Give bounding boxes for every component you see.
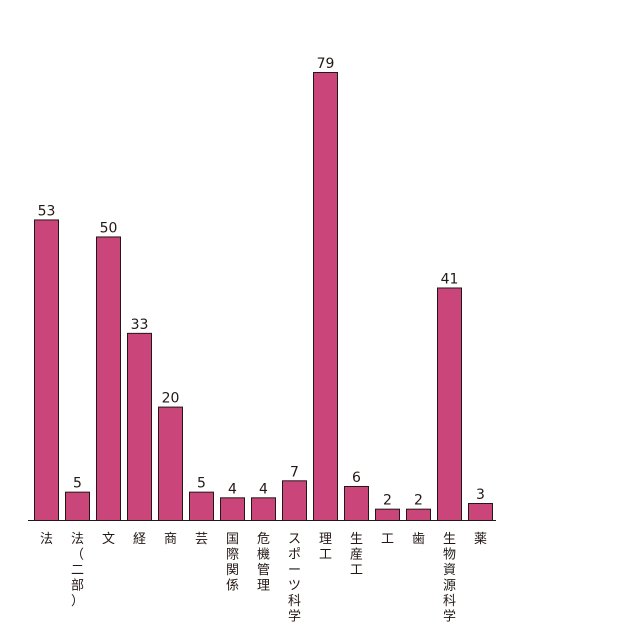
- bar-8: [282, 480, 307, 522]
- bar-11: [375, 508, 400, 522]
- category-label-9: 理工: [319, 532, 332, 563]
- bars: [34, 72, 493, 522]
- category-label-13: 生物資源科学: [443, 532, 456, 625]
- value-label-0: 53: [38, 203, 56, 219]
- bar-14: [468, 502, 493, 521]
- value-label-8: 7: [290, 464, 299, 480]
- bar-0: [34, 219, 59, 522]
- bar-1: [65, 491, 90, 521]
- category-label-14: 薬: [474, 532, 487, 547]
- bar-4: [158, 406, 183, 521]
- value-label-4: 20: [162, 391, 180, 407]
- category-label-11: 工: [381, 532, 394, 547]
- value-label-2: 50: [100, 220, 118, 236]
- category-label-5: 芸: [195, 531, 208, 547]
- bar-3: [127, 332, 152, 521]
- value-label-7: 4: [259, 481, 268, 497]
- category-label-2: 文: [102, 532, 115, 547]
- bar-9: [313, 72, 338, 521]
- category-label-1: 法（二部）: [71, 532, 84, 609]
- value-label-6: 4: [228, 481, 237, 497]
- category-label-10: 生産工: [350, 532, 363, 578]
- category-label-12: 歯: [412, 532, 425, 547]
- category-label-7: 危機管理: [257, 532, 270, 594]
- bar-7: [251, 497, 276, 522]
- category-labels: 法 法（二部） 文 経 商 芸 国際関係 危機管理 スポーツ科学 理工 生産工 工 歯 生物資源科学 薬: [40, 531, 487, 625]
- bar-10: [344, 485, 369, 521]
- value-label-11: 2: [383, 493, 392, 509]
- category-label-6: 国際関係: [226, 532, 239, 594]
- value-label-14: 3: [476, 487, 485, 503]
- category-label-8: スポーツ科学: [288, 532, 301, 625]
- value-label-3: 33: [131, 317, 149, 333]
- value-label-13: 41: [441, 271, 459, 287]
- value-label-5: 5: [197, 476, 206, 492]
- bar-13: [437, 287, 462, 522]
- category-label-3: 経: [133, 532, 146, 547]
- value-label-1: 5: [73, 476, 82, 492]
- bar-2: [96, 236, 121, 522]
- category-label-4: 商: [164, 532, 177, 547]
- bar-5: [189, 491, 214, 521]
- value-label-12: 2: [414, 493, 423, 509]
- value-labels: 53 5 50 33 20 5 4 4 7 79 6 2 2 41 3: [38, 56, 485, 509]
- bar-6: [220, 497, 245, 522]
- bar-12: [406, 508, 431, 522]
- value-label-9: 79: [317, 56, 335, 72]
- category-label-0: 法: [40, 532, 53, 547]
- value-label-10: 6: [352, 470, 361, 486]
